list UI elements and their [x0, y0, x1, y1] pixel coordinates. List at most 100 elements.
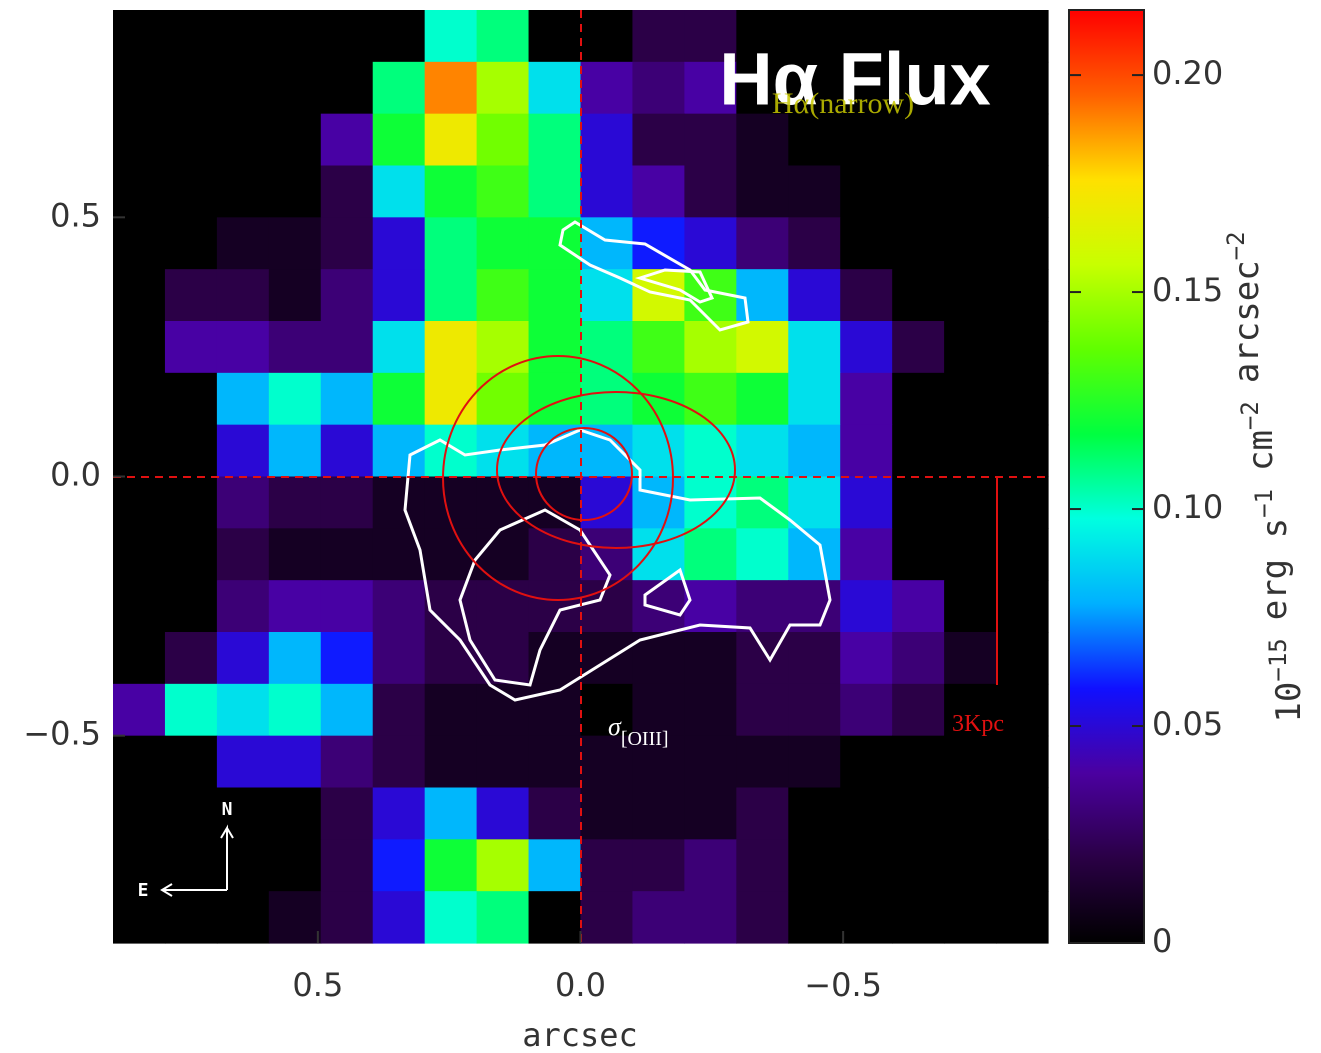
colorbar-label-text: cm: [1241, 430, 1281, 471]
colorbar-label-sup: −2: [1236, 401, 1264, 430]
heatmap-cell: [165, 114, 218, 166]
heatmap-cell: [217, 477, 270, 529]
heatmap-cell: [165, 684, 218, 736]
heatmap-cell: [840, 839, 893, 891]
heatmap-cell: [892, 788, 945, 840]
heatmap-cell: [736, 373, 789, 425]
heatmap-cell: [736, 321, 789, 373]
heatmap-cell: [113, 684, 166, 736]
heatmap-cell: [529, 321, 582, 373]
heatmap-cell: [684, 839, 737, 891]
heatmap-cell: [425, 114, 478, 166]
heatmap-cell: [477, 788, 530, 840]
heatmap-cell: [373, 477, 426, 529]
heatmap-cell: [425, 217, 478, 269]
heatmap-cell: [788, 891, 841, 943]
heatmap-cell: [165, 373, 218, 425]
heatmap-cell: [321, 10, 374, 62]
heatmap-cell: [373, 166, 426, 218]
heatmap-cell: [477, 166, 530, 218]
heatmap-cell: [788, 217, 841, 269]
heatmap-cell: [321, 62, 374, 114]
heatmap-cell: [736, 580, 789, 632]
heatmap-cell: [840, 166, 893, 218]
heatmap-cell: [944, 269, 997, 321]
heatmap-cell: [217, 166, 270, 218]
page: Hα Flux Hα(narrow) σ[OIII] 3Kpc N E arcs…: [0, 0, 1321, 1053]
heatmap-cell: [113, 62, 166, 114]
heatmap-cell: [892, 425, 945, 477]
heatmap-cell: [425, 62, 478, 114]
heatmap-cell: [217, 373, 270, 425]
colorbar-label-text: erg s: [1255, 518, 1295, 620]
colorbar-tick-label: 0.05: [1152, 705, 1223, 743]
heatmap-cell: [425, 839, 478, 891]
heatmap-cell: [529, 891, 582, 943]
heatmap-cell: [736, 425, 789, 477]
heatmap-cell: [373, 632, 426, 684]
colorbar-label-sup: −2: [1222, 231, 1250, 260]
heatmap-cell: [165, 217, 218, 269]
heatmap-cell: [892, 839, 945, 891]
x-axis-label: arcsec: [522, 1016, 638, 1053]
heatmap-cell: [321, 269, 374, 321]
heatmap-cell: [736, 839, 789, 891]
heatmap-cell: [165, 736, 218, 788]
heatmap-cell: [321, 321, 374, 373]
heatmap-cell: [217, 425, 270, 477]
colorbar-tick-label: 0.15: [1152, 271, 1223, 309]
heatmap-cell: [581, 114, 634, 166]
heatmap-cell: [269, 114, 322, 166]
heatmap-cell: [113, 166, 166, 218]
subtitle: Hα(narrow): [772, 87, 914, 120]
heatmap-cell: [477, 736, 530, 788]
heatmap-cell: [632, 321, 685, 373]
heatmap-cell: [321, 684, 374, 736]
heatmap-cell: [165, 166, 218, 218]
heatmap-cell: [165, 321, 218, 373]
heatmap-cell: [165, 269, 218, 321]
heatmap-cell: [113, 425, 166, 477]
heatmap-cell: [944, 114, 997, 166]
heatmap-cell: [165, 839, 218, 891]
heatmap-cell: [632, 114, 685, 166]
heatmap-cell: [581, 528, 634, 580]
heatmap-cell: [996, 321, 1049, 373]
heatmap-cell: [165, 528, 218, 580]
heatmap-cell: [736, 684, 789, 736]
heatmap-cell: [217, 114, 270, 166]
heatmap-cell: [269, 736, 322, 788]
heatmap-cell: [840, 788, 893, 840]
heatmap-cell: [321, 580, 374, 632]
heatmap-cell: [996, 788, 1049, 840]
heatmap-cell: [373, 788, 426, 840]
heatmap-cell: [892, 580, 945, 632]
sigma-subscript: [OIII]: [621, 728, 669, 750]
heatmap-cell: [736, 736, 789, 788]
heatmap-cell: [217, 736, 270, 788]
heatmap-cell: [840, 632, 893, 684]
heatmap-cell: [217, 321, 270, 373]
heatmap-cell: [321, 736, 374, 788]
heatmap-cell: [892, 684, 945, 736]
heatmap-cell: [892, 736, 945, 788]
heatmap-cell: [269, 788, 322, 840]
heatmap-cell: [892, 477, 945, 529]
heatmap-cell: [477, 114, 530, 166]
heatmap-cell: [425, 788, 478, 840]
heatmap-cell: [788, 477, 841, 529]
heatmap-cell: [113, 736, 166, 788]
heatmap-cell: [321, 528, 374, 580]
heatmap-cell: [944, 166, 997, 218]
heatmap-cell: [217, 528, 270, 580]
heatmap-cell: [425, 891, 478, 943]
heatmap-cell: [944, 373, 997, 425]
heatmap-cell: [529, 269, 582, 321]
heatmap-cell: [684, 632, 737, 684]
heatmap-cell: [996, 528, 1049, 580]
heatmap-cell: [425, 10, 478, 62]
heatmap-cell: [425, 321, 478, 373]
heatmap-cell: [788, 788, 841, 840]
heatmap-cell: [269, 425, 322, 477]
heatmap-cell: [217, 10, 270, 62]
